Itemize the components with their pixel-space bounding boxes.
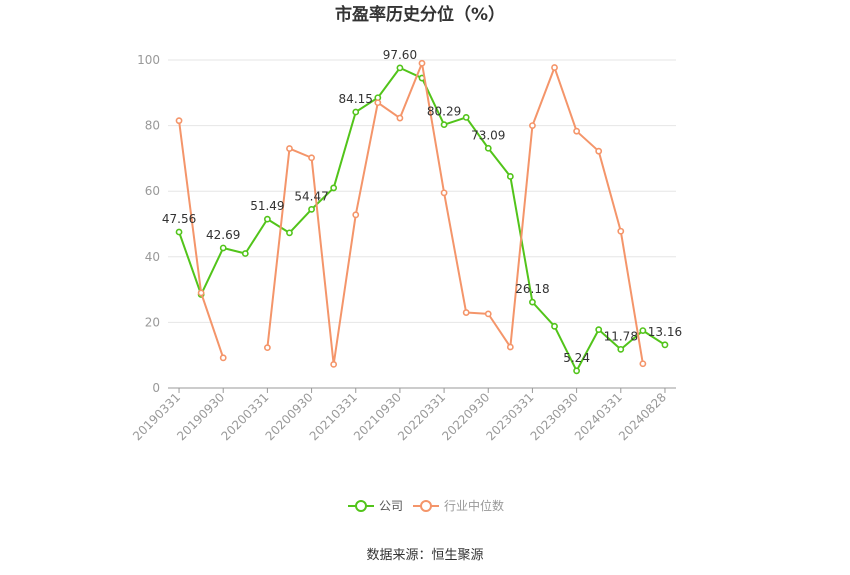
legend-label: 公司 — [379, 499, 403, 513]
data-point — [418, 59, 426, 67]
data-point — [308, 205, 315, 213]
series-line — [178, 62, 644, 366]
data-label: 11.78 — [604, 329, 638, 343]
data-point — [661, 341, 669, 349]
source-note: 数据来源：恒生聚源 — [366, 548, 483, 563]
data-point — [506, 173, 514, 180]
data-point — [396, 64, 404, 72]
legend: 公司 行业中位数 — [348, 498, 504, 513]
data-point — [639, 327, 647, 334]
data-label: 97.60 — [383, 48, 417, 62]
legend-marker — [355, 500, 367, 512]
data-point — [286, 229, 293, 237]
data-point — [374, 99, 382, 107]
legend-marker — [420, 500, 432, 512]
data-point — [219, 354, 227, 362]
series-company — [175, 64, 669, 375]
data-point — [440, 189, 448, 197]
legend-label: 行业中位数 — [444, 498, 504, 513]
data-point — [396, 114, 404, 122]
data-point — [352, 108, 360, 116]
legend-item-industry-median: 行业中位数 — [413, 498, 504, 513]
data-point — [462, 309, 470, 316]
legend-item-company: 公司 — [348, 499, 403, 513]
data-point — [617, 345, 625, 353]
data-point — [352, 211, 360, 219]
data-point — [573, 127, 581, 135]
data-label: 80.29 — [427, 105, 461, 119]
chart-title: 市盈率历史分位（%） — [335, 4, 505, 25]
series-line — [178, 66, 666, 372]
data-point — [551, 64, 558, 71]
data-labels: 47.56 42.69 51.49 54.47 84.15 97.60 80.29 73.09… — [162, 48, 682, 365]
y-tick-label: 60 — [145, 184, 160, 198]
data-point — [286, 145, 293, 152]
y-tick-label: 80 — [145, 119, 160, 133]
data-point — [506, 343, 514, 351]
data-label: 73.09 — [471, 128, 505, 142]
data-label: 5.24 — [563, 351, 590, 365]
data-label: 47.56 — [162, 212, 196, 226]
data-point — [175, 228, 183, 236]
data-point — [462, 114, 470, 121]
data-point — [484, 144, 492, 152]
data-label: 13.16 — [648, 325, 682, 339]
data-label: 26.18 — [515, 282, 549, 296]
data-point — [551, 322, 558, 330]
data-point — [529, 298, 536, 306]
series-layer — [175, 59, 669, 375]
data-point — [263, 215, 271, 223]
y-tick-label: 40 — [145, 250, 160, 264]
data-point — [330, 360, 338, 368]
data-point — [219, 244, 227, 252]
data-point — [175, 117, 183, 125]
data-point — [197, 289, 205, 297]
series-industry-median — [175, 59, 647, 368]
data-label: 51.49 — [250, 199, 284, 213]
data-point — [617, 227, 625, 235]
data-point — [595, 326, 603, 334]
data-point — [639, 360, 647, 368]
grid — [168, 59, 676, 323]
y-tick-label: 20 — [145, 315, 160, 329]
data-point — [330, 184, 338, 192]
data-point — [308, 154, 315, 162]
data-point — [595, 147, 603, 155]
x-tick-label: 20240828 — [616, 390, 669, 443]
y-tick-label: 0 — [152, 381, 160, 395]
data-label: 42.69 — [206, 228, 240, 242]
y-tick-label: 100 — [137, 53, 160, 67]
data-point — [573, 367, 581, 375]
data-label: 84.15 — [339, 92, 373, 106]
data-label: 54.47 — [294, 189, 328, 203]
data-point — [440, 121, 448, 129]
data-point — [241, 250, 249, 257]
data-point — [484, 310, 492, 318]
data-point — [529, 122, 536, 129]
data-point — [263, 344, 271, 352]
